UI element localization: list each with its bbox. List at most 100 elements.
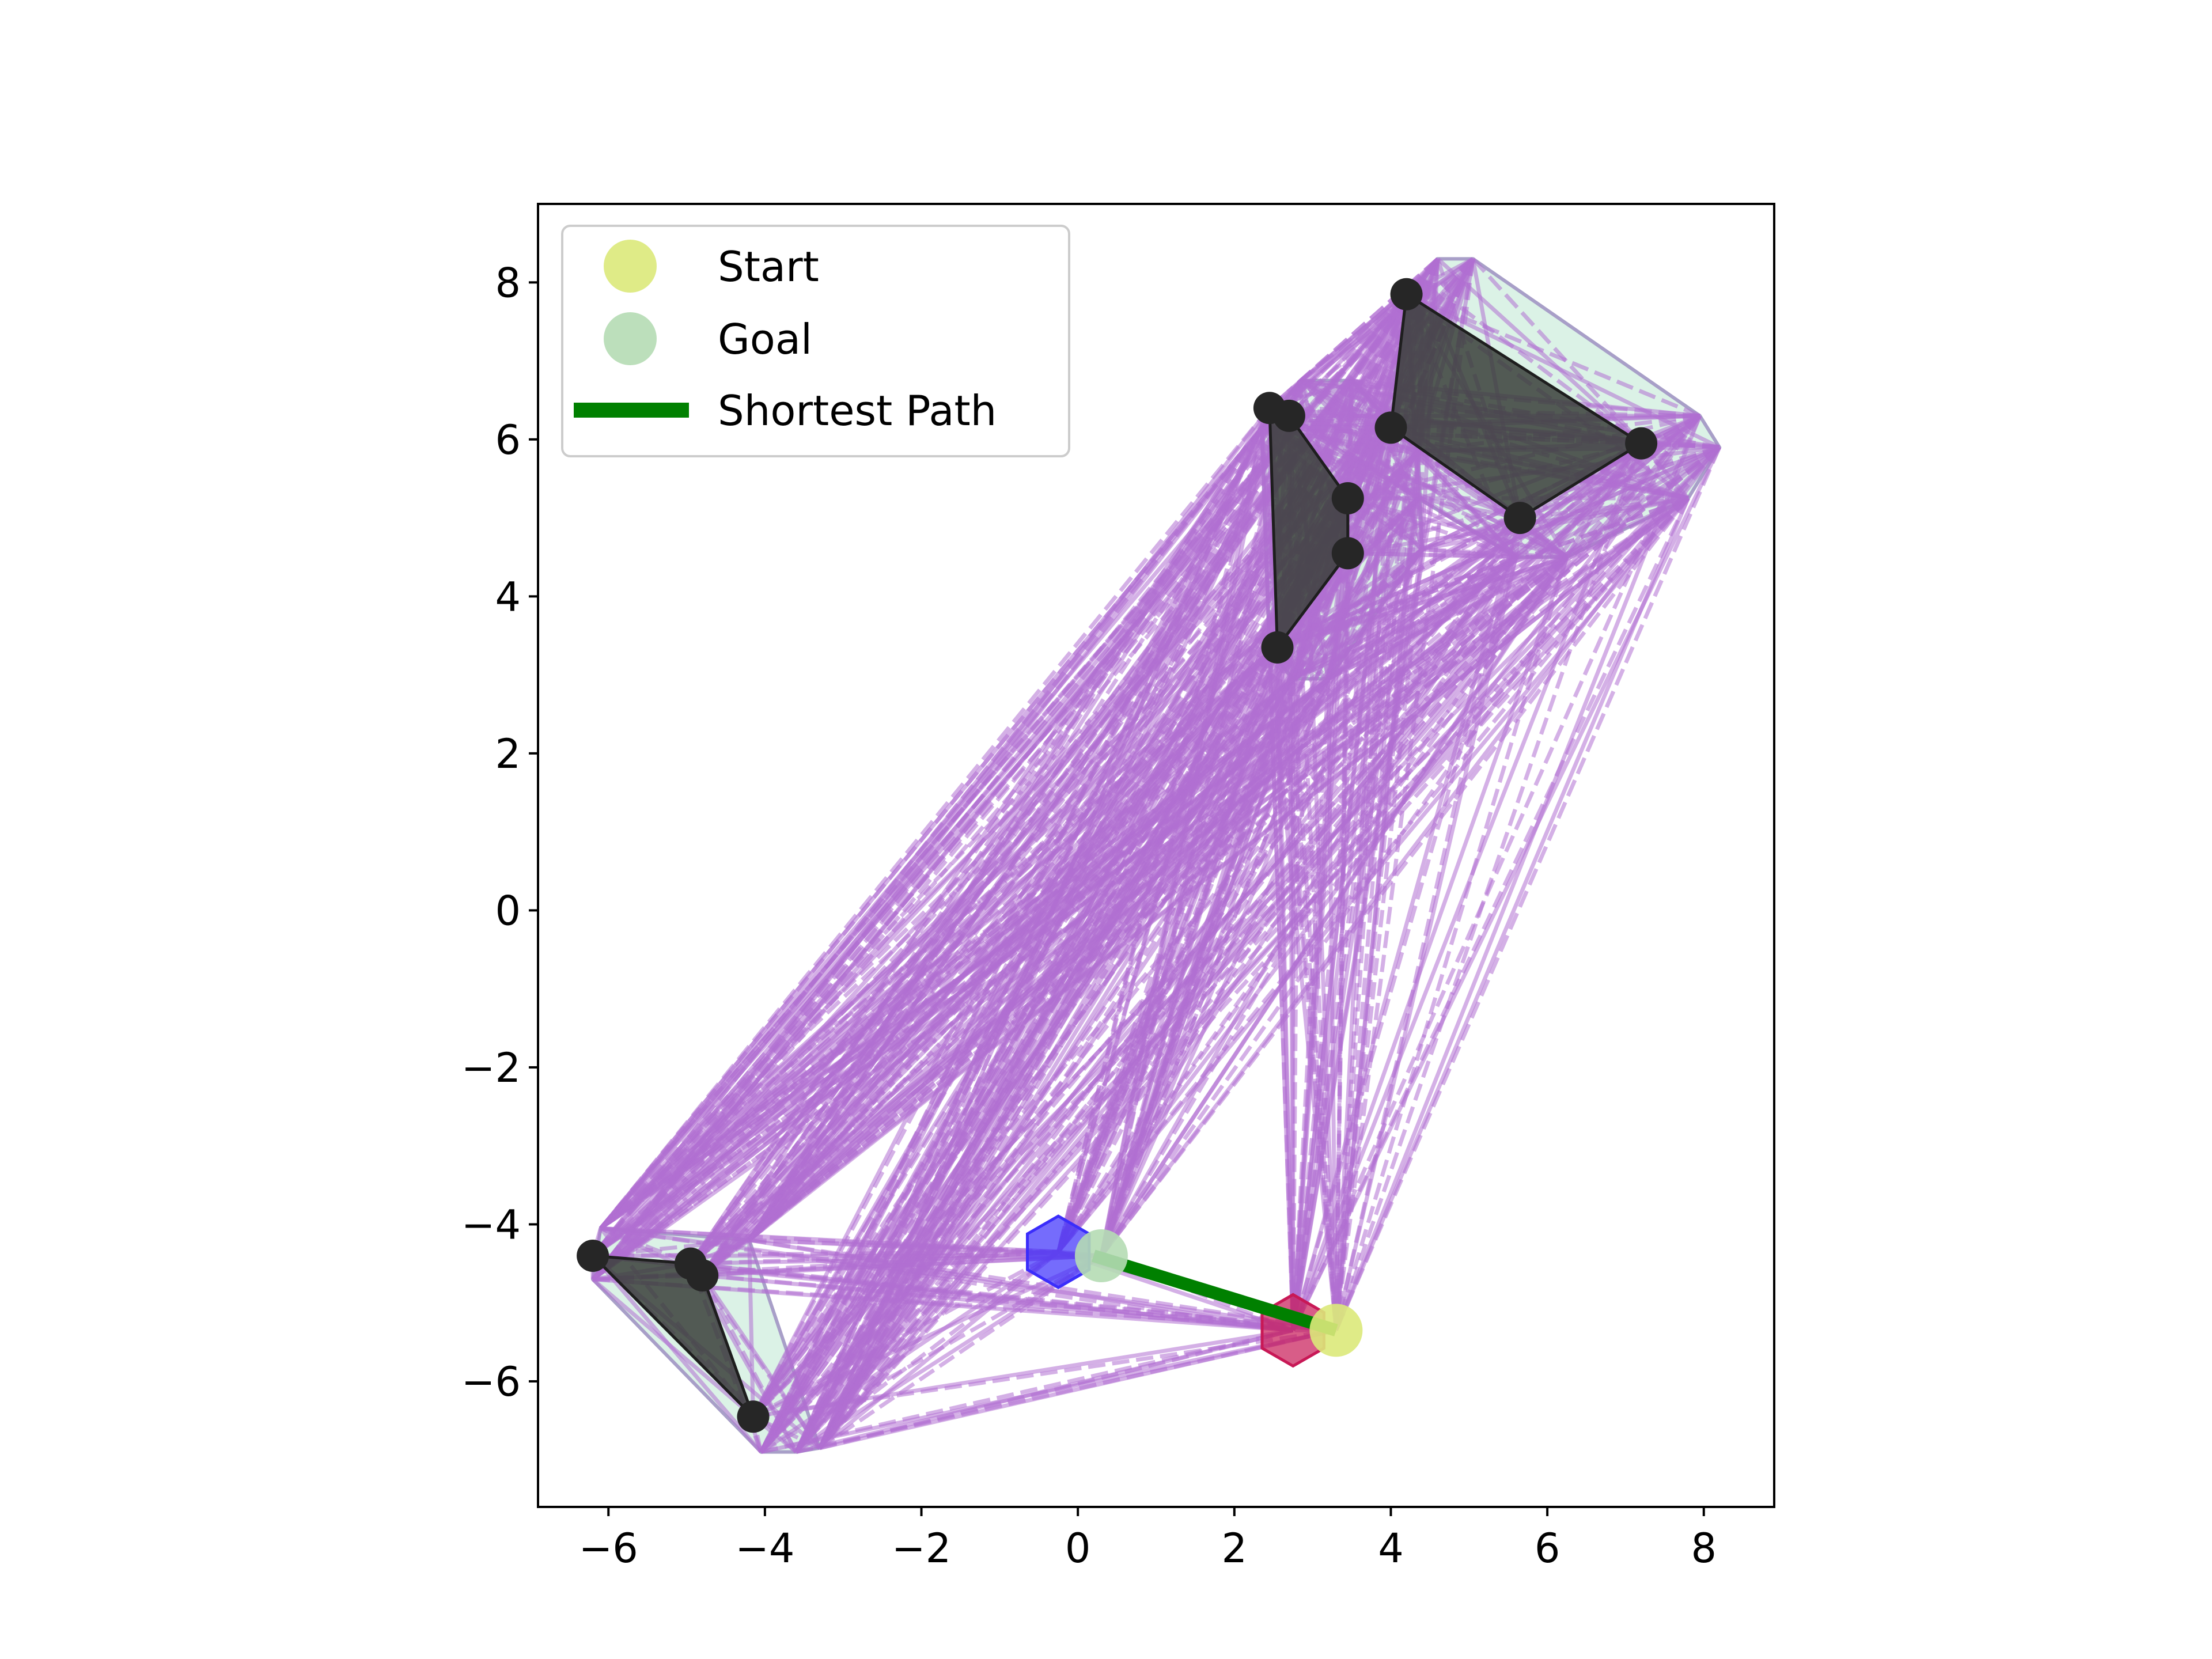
visibility-edge [759,497,1690,1454]
y-tick-label: 0 [495,887,521,934]
x-tick-label: 2 [1222,1525,1248,1572]
visibility-edge [1099,646,1279,1256]
visibility-edge [1334,427,1393,1331]
obstacle-vertex-point [1331,482,1364,514]
visibility-edge [1099,552,1350,1257]
visibility-edge [1334,442,1643,1331]
visibility-edge [1346,449,1419,500]
visibility-edge [748,441,1643,1242]
obstacle-vertex-point [1331,537,1364,570]
visibility-edge [1334,556,1518,1331]
visibility-edge [1421,516,1521,551]
visibility-edge [1334,497,1690,1331]
visibility-edge [794,442,1643,1453]
visibility-edge [1100,497,1690,1257]
visibility-edge [818,556,1518,1449]
visibility-edge [689,650,1271,1266]
obstacle-vertices [577,278,1658,1433]
start-point [1309,1304,1363,1357]
visibility-edge [700,677,1295,1277]
visibility-edge [1056,450,1421,1253]
shortest-path-group [1092,1249,1338,1336]
visibility-edge [752,1328,1294,1419]
visibility-edge [1056,497,1421,1253]
visibility-edge [690,1249,1059,1266]
visibility-edge [1291,442,1643,1331]
visibility-edge [591,441,1643,1281]
legend-frame [561,225,1070,457]
x-axis-ticks: −6 −4 −2 0 2 4 6 8 [579,1507,1717,1572]
visibility-edge [1099,442,1643,1257]
obstacle-vertex-point [1374,411,1407,444]
visibility-edge [591,497,1350,1281]
visibility-edge [1418,441,1642,501]
visibility-edge [1099,407,1272,1256]
visibility-edge [818,497,1690,1450]
visibility-edge [817,646,1279,1449]
visibility-edge [700,1274,821,1449]
obstacle-vertex-point [686,1259,719,1291]
goal-point [1074,1229,1128,1282]
x-tick-label: 6 [1535,1525,1560,1572]
obstacle-vertex-point [577,1240,609,1272]
visibility-edge [747,414,1291,1241]
visibility-edge [1056,497,1350,1253]
visibility-edge [1350,379,1421,499]
shortest-path-line [1092,1249,1338,1336]
obstacle-vertex-point [737,1400,770,1433]
visibility-edge [599,449,1420,1230]
x-tick-label: −4 [735,1525,794,1572]
visibility-edge [591,414,1291,1281]
visibility-edge [1334,549,1425,1331]
y-tick-label: 8 [495,259,521,306]
y-tick-label: −2 [461,1044,521,1092]
visibility-edge [702,1249,1059,1278]
visibility-edge [1275,647,1338,1331]
visibility-edge [591,407,1271,1281]
visibility-graph-edges [590,257,1722,1455]
x-tick-label: −2 [892,1525,951,1572]
legend-goal-marker [604,312,657,365]
y-tick-label: 4 [495,573,521,620]
x-tick-label: 0 [1065,1525,1091,1572]
y-tick-label: 2 [495,730,521,778]
visibility-edge [1334,553,1350,1331]
visibility-edge [819,1254,1103,1450]
legend: Start Goal Shortest Path [561,225,1070,457]
visibility-edge [759,646,1279,1453]
visibility-edge [795,1254,1103,1454]
y-tick-label: −6 [461,1358,521,1406]
obstacle-vertex-point [1390,278,1423,310]
visibility-edge [795,1250,1060,1454]
visibility-edge [760,1328,1294,1455]
visibility-edge [752,1253,1103,1419]
visibility-edge [760,1253,1103,1454]
visibility-edge [591,1278,755,1418]
visibility-edge [1291,415,1702,1331]
axes-frame [537,203,1775,1508]
legend-path-label: Shortest Path [718,387,997,435]
visibility-edge [1099,548,1424,1257]
visibility-edge [593,1249,1059,1258]
visibility-edge [1334,278,1425,1331]
visibility-edge [591,547,1424,1281]
y-tick-label: −4 [461,1201,521,1248]
visibility-edge [818,442,1643,1450]
x-tick-label: 8 [1691,1525,1717,1572]
legend-start-marker [604,240,657,293]
visibility-edge [599,407,1271,1230]
visibility-edge [1275,647,1296,1331]
visibility-edge [1056,442,1643,1253]
start-goal-points [1074,1229,1363,1357]
visibility-edge [1099,497,1350,1257]
y-tick-label: 6 [495,416,521,464]
obstacles [589,291,1644,1418]
visibility-edge [1406,292,1701,418]
visibility-edge [689,379,1303,1265]
visibility-edge [1334,556,1569,1331]
visibility-edge [747,407,1271,1241]
x-tick-label: 4 [1378,1525,1404,1572]
visibility-edge [1291,497,1690,1331]
visibility-edge [1056,497,1690,1253]
